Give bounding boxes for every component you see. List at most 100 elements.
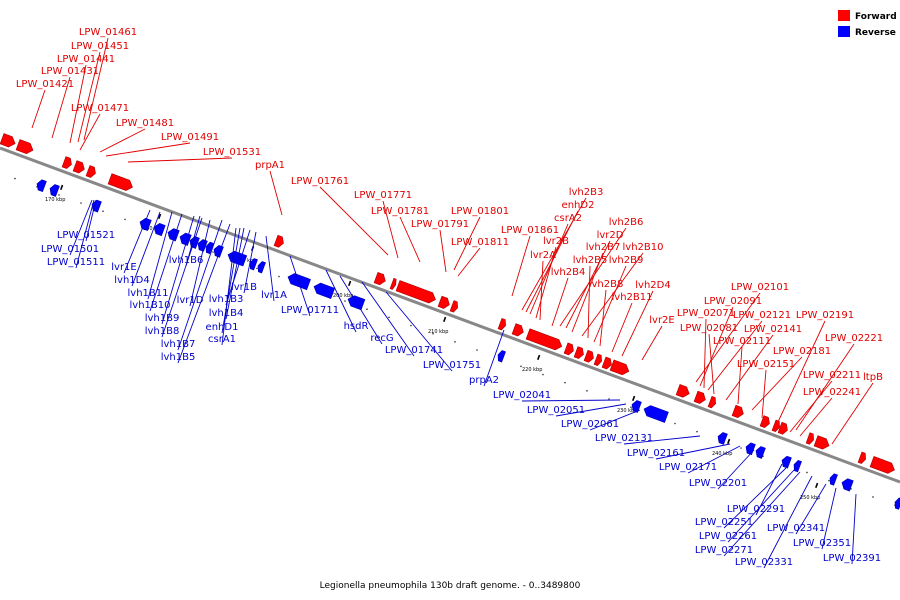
scale-dot (278, 275, 280, 278)
label-leader (581, 252, 644, 337)
forward-gene-arrow (107, 173, 133, 191)
gene-label: lvr2B (543, 236, 569, 247)
gene-label: hsdR (344, 321, 369, 332)
label-leader (77, 51, 101, 143)
forward-gene-arrow (0, 133, 16, 148)
tick-mark (348, 280, 352, 287)
gene-label: lvh1B5 (161, 352, 196, 363)
label-leader (571, 252, 604, 333)
reverse-gene-arrow (894, 497, 900, 510)
reverse-gene-arrow (841, 478, 854, 492)
gene-label: lvr2D (597, 230, 624, 241)
forward-gene-arrow (497, 318, 506, 331)
gene-label: lvh2B7 (586, 242, 621, 253)
gene-label: LPW_01711 (281, 305, 339, 316)
forward-gene-arrow (693, 390, 706, 404)
label-leader (269, 170, 283, 216)
label-leader (539, 260, 544, 321)
gene-label: lvh1B6 (169, 255, 204, 266)
label-leader (723, 471, 801, 557)
forward-gene-arrow (511, 323, 524, 337)
label-leader (177, 219, 223, 351)
gene-label: LPW_02241 (803, 387, 861, 398)
gene-label: LPW_02351 (793, 538, 851, 549)
forward-gene-arrow (731, 404, 744, 418)
label-leader (535, 246, 557, 319)
forward-gene-arrow (389, 277, 397, 290)
gene-label: LPW_02221 (825, 333, 883, 344)
scale-dot (696, 430, 698, 433)
label-leader (551, 277, 569, 327)
label-leader (457, 247, 481, 277)
scale-dot (410, 324, 412, 327)
tick-mark (60, 184, 64, 191)
reverse-gene-arrow (249, 258, 258, 271)
label-leader (699, 306, 734, 387)
label-leader (851, 493, 857, 565)
gene-label: LPW_01511 (47, 257, 105, 268)
scale-dot (344, 300, 346, 302)
gene-label: LPW_02111 (713, 336, 771, 347)
label-leader (789, 380, 833, 433)
reverse-gene-arrow (287, 273, 311, 291)
forward-gene-arrow (777, 421, 788, 435)
gene-label: LPW_02091 (704, 296, 762, 307)
label-leader (708, 333, 715, 395)
gene-label: lvr1B (231, 282, 257, 293)
forward-gene-arrow (869, 456, 895, 474)
gene-label: LPW_02391 (823, 553, 881, 564)
label-leader (225, 229, 251, 306)
gene-label: LPW_01431 (41, 66, 99, 77)
gene-label: lvh2B9 (609, 255, 644, 266)
scale-dot (58, 194, 60, 196)
forward-gene-arrow (273, 234, 284, 248)
forward-gene-arrow (563, 342, 574, 356)
gene-label: LPW_02151 (737, 359, 795, 370)
label-leader (131, 211, 161, 287)
gene-label: LPW_01491 (161, 132, 219, 143)
gene-label: LPW_02271 (695, 545, 753, 556)
reverse-gene-arrow (36, 179, 47, 193)
forward-gene-arrow (395, 280, 436, 304)
label-leader (777, 320, 826, 423)
label-leader (727, 469, 795, 543)
label-leader (265, 235, 275, 302)
gene-label: lvh1B9 (145, 313, 180, 324)
gene-label: LPW_01471 (71, 103, 129, 114)
label-leader (361, 281, 415, 357)
label-leader (529, 223, 569, 315)
gene-label: LPW_02051 (527, 405, 585, 416)
label-leader (723, 467, 787, 529)
gene-label: lvr2A (530, 250, 556, 261)
gene-label: lvh1B8 (145, 326, 180, 337)
scale-dot (740, 447, 742, 449)
tick-mark (158, 213, 162, 220)
scale-dot (80, 202, 82, 204)
gene-label: LPW_01741 (385, 345, 443, 356)
tick-label: 250 kbp (800, 495, 820, 501)
scale-dot (256, 267, 258, 270)
label-leader (149, 213, 183, 312)
forward-gene-arrow (525, 328, 563, 351)
tick-label: 210 kbp (428, 329, 448, 335)
forward-gene-arrow (601, 356, 612, 370)
gene-label: lvh2B10 (623, 242, 664, 253)
label-leader (795, 343, 855, 431)
gene-label: prpA1 (255, 160, 285, 171)
label-leader (599, 289, 607, 347)
label-leader (641, 325, 663, 361)
gene-label: LPW_02101 (731, 282, 789, 293)
gene-label: LPW_01791 (411, 219, 469, 230)
forward-gene-arrow (373, 271, 386, 286)
scale-dot (586, 390, 588, 392)
label-leader (799, 397, 833, 437)
label-leader (69, 64, 87, 144)
label-leader (761, 369, 767, 419)
label-leader (83, 37, 109, 141)
forward-gene-arrow (583, 349, 594, 363)
forward-gene-arrow (61, 156, 72, 169)
label-leader (99, 128, 146, 153)
label-leader (725, 334, 774, 401)
gene-label: enhD2 (562, 200, 595, 211)
